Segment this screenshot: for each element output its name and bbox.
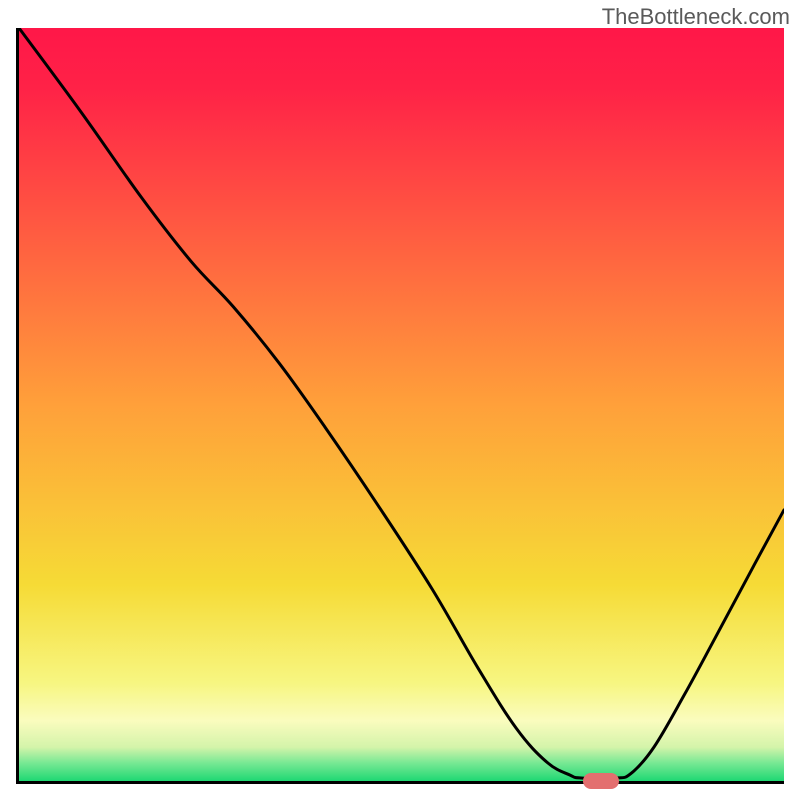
bottleneck-chart: TheBottleneck.com — [0, 0, 800, 800]
plot-area — [16, 28, 784, 784]
bottleneck-curve — [19, 28, 784, 779]
watermark-text: TheBottleneck.com — [602, 4, 790, 30]
gradient-background — [19, 28, 784, 781]
optimal-marker — [583, 773, 619, 789]
chart-svg — [19, 28, 784, 781]
